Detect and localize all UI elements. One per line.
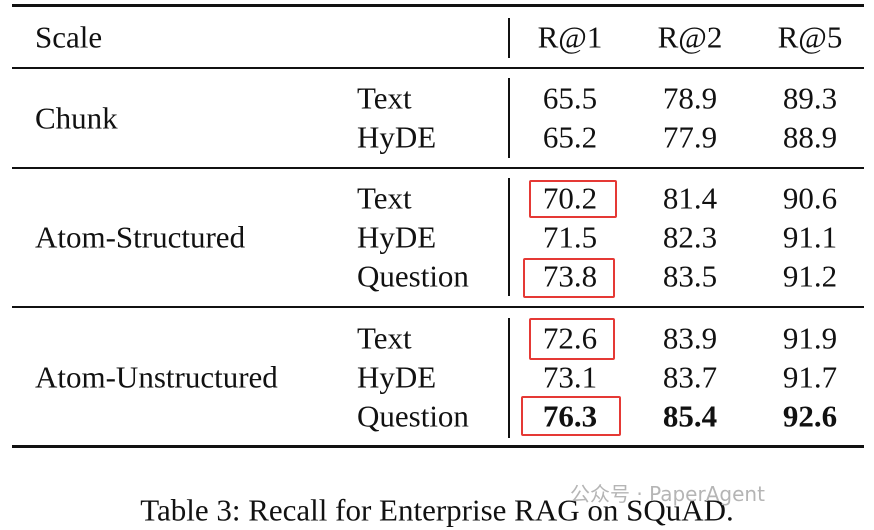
- header-cell: R@1: [537, 19, 603, 55]
- header-cell: Scale: [35, 19, 103, 55]
- method-cell: Text: [357, 320, 412, 356]
- value-cell: 81.4: [662, 180, 718, 216]
- value-cell: 76.3: [542, 398, 598, 434]
- value-cell: 73.8: [542, 258, 598, 294]
- value-cell: 73.1: [542, 359, 598, 395]
- column-divider: [508, 78, 510, 158]
- value-cell: 78.9: [662, 80, 718, 116]
- method-cell: HyDE: [357, 219, 437, 255]
- highlight-box: [521, 396, 621, 436]
- header-cell: R@5: [777, 19, 843, 55]
- rule: [12, 306, 864, 308]
- value-cell: 72.6: [542, 320, 598, 356]
- method-cell: Question: [357, 258, 469, 294]
- value-cell: 90.6: [782, 180, 838, 216]
- top-rule: [12, 4, 864, 7]
- rule: [12, 167, 864, 169]
- value-cell: 91.2: [782, 258, 838, 294]
- highlight-box: [523, 258, 615, 298]
- highlight-box: [529, 318, 615, 360]
- method-cell: Text: [357, 180, 412, 216]
- highlight-box: [529, 180, 617, 218]
- group-label: Chunk: [35, 100, 118, 135]
- value-cell: 91.7: [782, 359, 838, 395]
- value-cell: 71.5: [542, 219, 598, 255]
- method-cell: Question: [357, 398, 469, 434]
- header-cell: R@2: [657, 19, 723, 55]
- value-cell: 91.1: [782, 219, 838, 255]
- bottom-rule: [12, 445, 864, 448]
- rule: [12, 67, 864, 69]
- watermark: 公众号 · PaperAgent: [570, 482, 765, 506]
- value-cell: 85.4: [662, 398, 718, 434]
- group-label: Atom-Unstructured: [35, 359, 278, 395]
- method-cell: HyDE: [357, 119, 437, 155]
- value-cell: 83.7: [662, 359, 718, 395]
- value-cell: 92.6: [782, 398, 838, 434]
- value-cell: 91.9: [782, 320, 838, 356]
- value-cell: 89.3: [782, 80, 838, 116]
- value-cell: 77.9: [662, 119, 718, 155]
- caption: Table 3: Recall for Enterprise RAG on SQ…: [140, 492, 734, 528]
- column-divider: [508, 318, 510, 438]
- column-divider: [508, 18, 510, 58]
- value-cell: 70.2: [542, 180, 598, 216]
- value-cell: 83.9: [662, 320, 718, 356]
- group-label: Atom-Structured: [35, 219, 246, 255]
- method-cell: HyDE: [357, 359, 437, 395]
- column-divider: [508, 178, 510, 296]
- value-cell: 65.2: [542, 119, 598, 155]
- value-cell: 88.9: [782, 119, 838, 155]
- value-cell: 83.5: [662, 258, 718, 294]
- method-cell: Text: [357, 80, 412, 116]
- value-cell: 65.5: [542, 80, 598, 116]
- value-cell: 82.3: [662, 219, 718, 255]
